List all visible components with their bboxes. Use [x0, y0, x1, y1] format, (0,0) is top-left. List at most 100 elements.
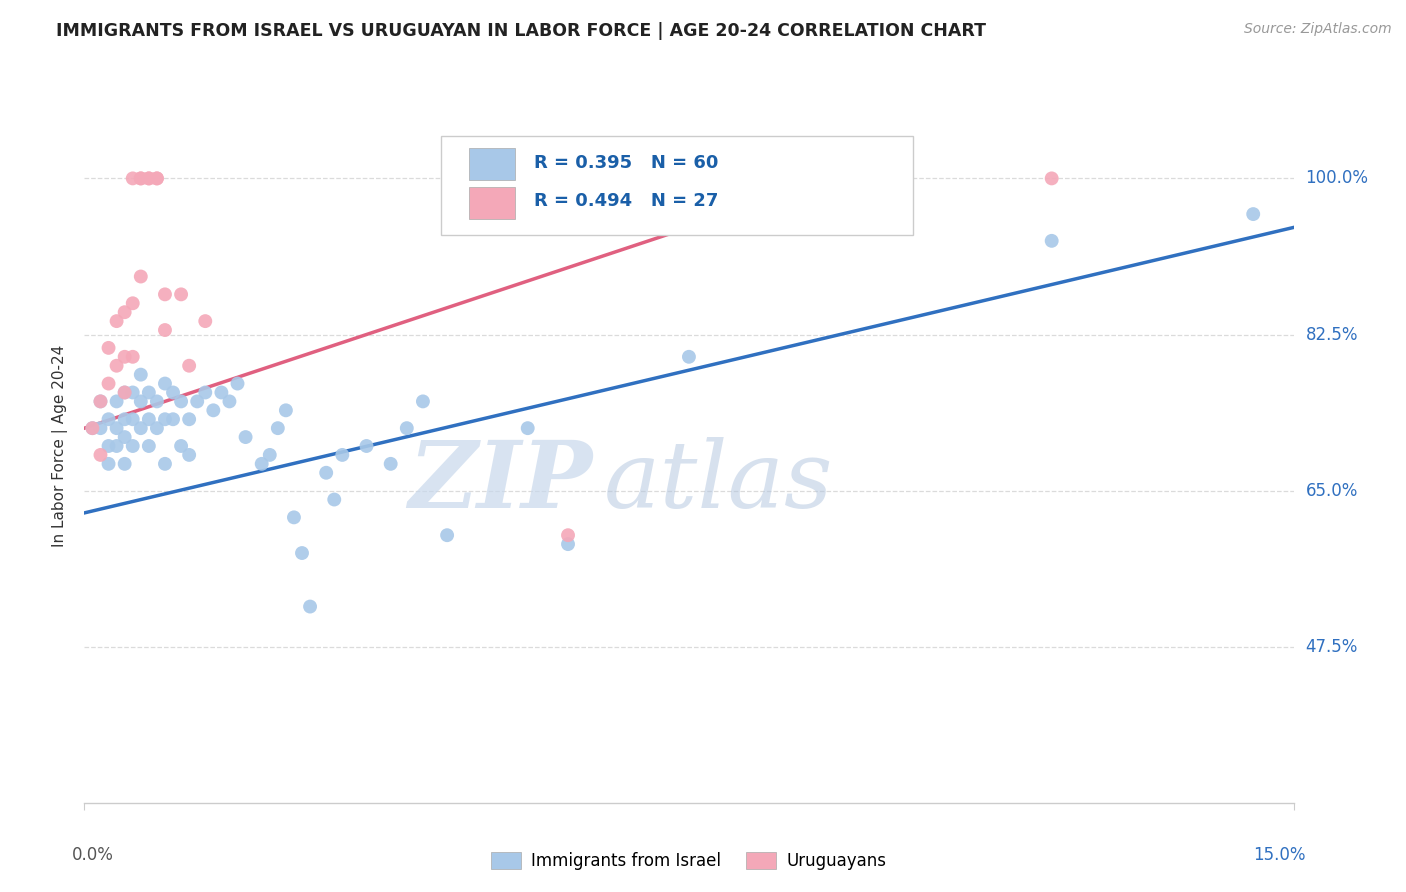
- Point: [153, 412, 176, 426]
- FancyBboxPatch shape: [468, 187, 515, 219]
- Text: IMMIGRANTS FROM ISRAEL VS URUGUAYAN IN LABOR FORCE | AGE 20-24 CORRELATION CHART: IMMIGRANTS FROM ISRAEL VS URUGUAYAN IN L…: [56, 22, 986, 40]
- Point: [97, 376, 120, 391]
- Point: [557, 537, 579, 551]
- Point: [129, 368, 152, 382]
- Point: [235, 430, 257, 444]
- Point: [114, 385, 136, 400]
- Point: [114, 457, 136, 471]
- Point: [105, 439, 128, 453]
- Point: [380, 457, 402, 471]
- Point: [138, 412, 160, 426]
- Point: [226, 376, 249, 391]
- Point: [315, 466, 337, 480]
- Point: [291, 546, 314, 560]
- Point: [250, 457, 273, 471]
- Text: 15.0%: 15.0%: [1253, 846, 1306, 863]
- Point: [1040, 234, 1063, 248]
- Point: [121, 385, 143, 400]
- Point: [138, 439, 160, 453]
- Point: [153, 287, 176, 301]
- Text: 47.5%: 47.5%: [1306, 638, 1358, 656]
- Point: [274, 403, 297, 417]
- Point: [114, 305, 136, 319]
- Point: [170, 394, 193, 409]
- Point: [259, 448, 281, 462]
- Point: [129, 421, 152, 435]
- Point: [557, 528, 579, 542]
- Point: [179, 412, 201, 426]
- Point: [129, 394, 152, 409]
- Point: [121, 350, 143, 364]
- Text: 65.0%: 65.0%: [1306, 482, 1358, 500]
- Point: [186, 394, 208, 409]
- Point: [121, 439, 143, 453]
- Point: [97, 341, 120, 355]
- Text: R = 0.395   N = 60: R = 0.395 N = 60: [534, 153, 718, 171]
- Point: [162, 385, 184, 400]
- Point: [121, 412, 143, 426]
- Point: [153, 323, 176, 337]
- Point: [105, 421, 128, 435]
- Point: [146, 421, 169, 435]
- Point: [412, 394, 434, 409]
- Point: [138, 171, 160, 186]
- Point: [129, 171, 152, 186]
- Point: [89, 448, 111, 462]
- Point: [89, 394, 111, 409]
- Point: [146, 171, 169, 186]
- Point: [146, 171, 169, 186]
- Text: 100.0%: 100.0%: [1306, 169, 1368, 187]
- Point: [194, 385, 217, 400]
- Point: [516, 421, 538, 435]
- Point: [114, 385, 136, 400]
- FancyBboxPatch shape: [468, 148, 515, 180]
- Point: [170, 287, 193, 301]
- Point: [202, 403, 225, 417]
- Point: [114, 430, 136, 444]
- Point: [1241, 207, 1264, 221]
- Point: [194, 314, 217, 328]
- Point: [146, 394, 169, 409]
- Point: [395, 421, 418, 435]
- Point: [1040, 171, 1063, 186]
- Point: [356, 439, 378, 453]
- Point: [153, 376, 176, 391]
- Point: [129, 269, 152, 284]
- Point: [82, 421, 104, 435]
- Point: [89, 421, 111, 435]
- Point: [129, 171, 152, 186]
- Point: [97, 412, 120, 426]
- Point: [114, 412, 136, 426]
- Point: [114, 350, 136, 364]
- Point: [121, 296, 143, 310]
- Point: [82, 421, 104, 435]
- Point: [209, 385, 232, 400]
- FancyBboxPatch shape: [441, 136, 912, 235]
- Text: Source: ZipAtlas.com: Source: ZipAtlas.com: [1244, 22, 1392, 37]
- Point: [299, 599, 322, 614]
- Text: ZIP: ZIP: [408, 437, 592, 526]
- Text: atlas: atlas: [605, 437, 834, 526]
- Point: [105, 314, 128, 328]
- Text: 0.0%: 0.0%: [72, 846, 114, 863]
- Point: [121, 171, 143, 186]
- Point: [267, 421, 290, 435]
- Point: [436, 528, 458, 542]
- Point: [179, 448, 201, 462]
- Legend: Immigrants from Israel, Uruguayans: Immigrants from Israel, Uruguayans: [485, 845, 893, 877]
- Point: [179, 359, 201, 373]
- Point: [678, 350, 700, 364]
- Point: [138, 385, 160, 400]
- Point: [323, 492, 346, 507]
- Point: [330, 448, 353, 462]
- Y-axis label: In Labor Force | Age 20-24: In Labor Force | Age 20-24: [52, 345, 69, 547]
- Point: [218, 394, 240, 409]
- Point: [105, 359, 128, 373]
- Point: [170, 439, 193, 453]
- Text: 82.5%: 82.5%: [1306, 326, 1358, 343]
- Point: [89, 394, 111, 409]
- Text: R = 0.494   N = 27: R = 0.494 N = 27: [534, 193, 718, 211]
- Point: [97, 439, 120, 453]
- Point: [283, 510, 305, 524]
- Point: [105, 394, 128, 409]
